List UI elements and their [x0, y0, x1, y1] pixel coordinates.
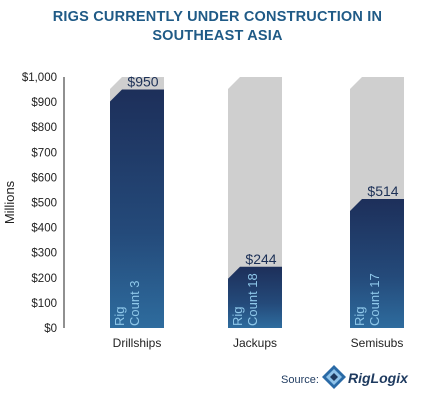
y-tick-label: $900 [31, 97, 57, 109]
y-axis-label: Millions [2, 180, 17, 224]
y-tick-label: $1,000 [22, 72, 57, 84]
source-brand: RigLogix [348, 370, 408, 386]
category-label: Semisubs [351, 336, 404, 350]
y-tick-label: $600 [31, 172, 57, 184]
rig-count-line-2: Count 3 [127, 280, 142, 326]
chart-title-line-1: RIGS CURRENTLY UNDER CONSTRUCTION IN [52, 9, 383, 25]
rig-count-label: Rig Count 18 [230, 273, 260, 326]
y-tick-label: $800 [31, 122, 57, 134]
y-tick-label: $200 [31, 273, 57, 285]
value-label: $244 [245, 251, 276, 267]
data-bar [228, 266, 282, 328]
y-tick-label: $400 [31, 223, 57, 235]
riglogix-logo-icon [322, 365, 346, 389]
y-tick-label: $700 [31, 147, 57, 159]
y-tick-label: $500 [31, 198, 57, 210]
rig-count-line-1: Rig [352, 306, 367, 326]
category-label: Jackups [233, 336, 277, 350]
rig-count-line-2: Count 18 [245, 273, 260, 326]
y-tick-label: $300 [31, 248, 57, 260]
y-tick-label: $100 [31, 298, 57, 310]
value-label: $950 [127, 74, 158, 90]
rig-count-label: Rig Count 17 [352, 273, 382, 326]
rig-count-label: Rig Count 3 [112, 280, 142, 326]
data-bar [110, 89, 164, 328]
chart-title: RIGS CURRENTLY UNDER CONSTRUCTION IN SOU… [0, 8, 435, 46]
data-bar [350, 198, 404, 328]
rig-count-line-2: Count 17 [367, 273, 382, 326]
rig-count-line-1: Rig [230, 306, 245, 326]
value-label: $514 [367, 183, 398, 199]
rig-count-line-1: Rig [112, 306, 127, 326]
background-bar [228, 77, 282, 328]
y-tick-label: $0 [44, 323, 57, 335]
source-label: Source: [281, 374, 319, 386]
chart-title-line-2: SOUTHEAST ASIA [152, 28, 283, 44]
category-label: Drillships [113, 336, 162, 350]
